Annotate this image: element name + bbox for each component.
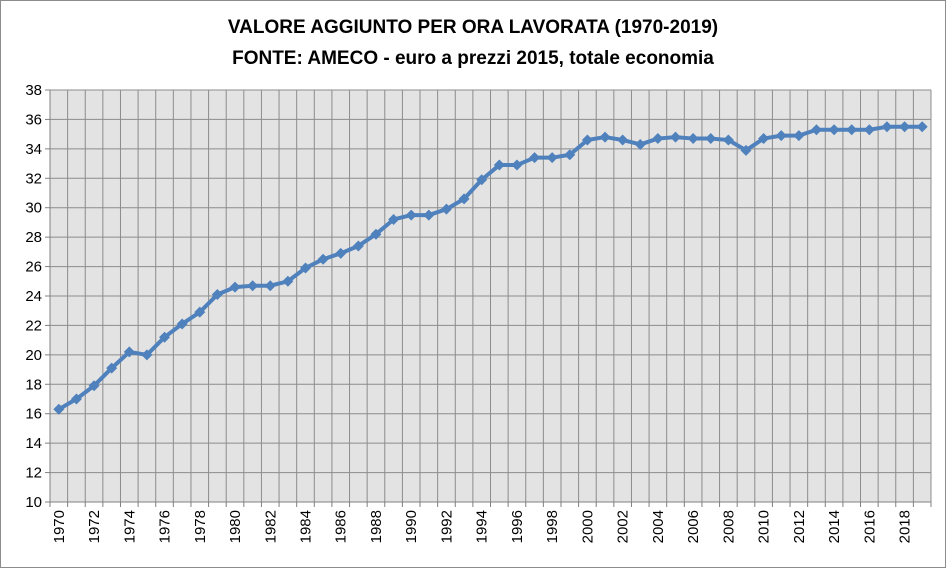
y-tick-label: 20 <box>25 347 42 364</box>
data-point-marker <box>53 403 65 415</box>
y-tick-label: 38 <box>25 82 42 99</box>
data-point-marker <box>687 133 699 145</box>
y-tick-label: 10 <box>25 494 42 511</box>
data-point-marker <box>617 134 629 146</box>
data-point-marker <box>282 275 294 287</box>
x-tick-label: 1988 <box>368 510 385 543</box>
x-tick-label: 1974 <box>121 510 138 543</box>
data-point-marker <box>141 349 153 361</box>
data-point-marker <box>211 289 223 301</box>
x-tick-label: 2000 <box>579 510 596 543</box>
data-point-marker <box>264 280 276 292</box>
data-point-marker <box>106 362 118 374</box>
data-point-marker <box>247 280 259 292</box>
y-tick-label: 22 <box>25 317 42 334</box>
x-tick-label: 1982 <box>262 510 279 543</box>
data-point-marker <box>229 281 241 293</box>
x-tick-label: 1980 <box>227 510 244 543</box>
data-point-marker <box>722 134 734 146</box>
x-tick-label: 1990 <box>403 510 420 543</box>
data-point-marker <box>881 121 893 133</box>
chart-title: VALORE AGGIUNTO PER ORA LAVORATA (1970-2… <box>228 17 718 38</box>
data-point-marker <box>916 121 928 133</box>
x-tick-label: 2014 <box>826 510 843 543</box>
data-point-marker <box>546 152 558 164</box>
x-tick-label: 1994 <box>474 510 491 543</box>
data-point-marker <box>70 393 82 405</box>
data-point-marker <box>194 306 206 318</box>
x-tick-label: 1992 <box>438 510 455 543</box>
series-values <box>53 121 928 415</box>
chart-subtitle: FONTE: AMECO - euro a prezzi 2015, total… <box>232 48 714 69</box>
data-point-marker <box>88 380 100 392</box>
data-point-marker <box>564 149 576 161</box>
x-tick-labels: 1970 1972 1974 1976 1978 1980 1982 1984 1986 1988… <box>51 510 914 543</box>
data-point-marker <box>493 159 505 171</box>
data-point-marker <box>299 262 311 274</box>
data-point-marker <box>405 209 417 221</box>
data-point-marker <box>863 124 875 136</box>
x-tick-label: 2002 <box>615 510 632 543</box>
data-point-marker <box>670 131 682 143</box>
x-tick-label: 2008 <box>720 510 737 543</box>
y-tick-label: 16 <box>25 406 42 423</box>
x-tick-label: 2006 <box>685 510 702 543</box>
x-tick-label: 1976 <box>157 510 174 543</box>
data-point-marker <box>810 124 822 136</box>
x-tick-label: 1972 <box>86 510 103 543</box>
data-point-marker <box>634 138 646 150</box>
x-tick-label: 2016 <box>861 510 878 543</box>
x-tick-label: 1986 <box>333 510 350 543</box>
data-point-marker <box>159 331 171 343</box>
data-point-marker <box>335 247 347 259</box>
x-tick-label: 2004 <box>650 510 667 543</box>
data-point-marker <box>775 130 787 142</box>
data-point-marker <box>652 133 664 145</box>
data-point-marker <box>458 193 470 205</box>
data-point-marker <box>123 346 135 358</box>
grid-lines <box>50 89 932 502</box>
y-tick-label: 18 <box>25 376 42 393</box>
y-tick-label: 24 <box>25 288 42 305</box>
y-tick-label: 32 <box>25 170 42 187</box>
y-tick-label: 14 <box>25 435 42 452</box>
data-point-marker <box>581 134 593 146</box>
y-tick-label: 30 <box>25 200 42 217</box>
y-tick-label: 28 <box>25 229 42 246</box>
data-point-marker <box>476 174 488 186</box>
y-tick-labels: 10 12 14 16 18 20 22 24 26 28 30 32 34 36 38 <box>25 82 42 511</box>
x-tick-label: 2018 <box>897 510 914 543</box>
data-point-marker <box>599 131 611 143</box>
data-point-marker <box>352 240 364 252</box>
data-point-marker <box>370 228 382 240</box>
data-point-marker <box>388 213 400 225</box>
data-point-marker <box>828 124 840 136</box>
data-point-marker <box>740 144 752 156</box>
data-point-marker <box>846 124 858 136</box>
data-point-marker <box>793 130 805 142</box>
y-tick-label: 36 <box>25 111 42 128</box>
x-tick-label: 1970 <box>51 510 68 543</box>
x-tick-label: 1998 <box>544 510 561 543</box>
y-tick-label: 26 <box>25 259 42 276</box>
data-point-marker <box>511 159 523 171</box>
x-tick-label: 1996 <box>509 510 526 543</box>
y-tick-label: 34 <box>25 141 42 158</box>
x-tick-label: 2010 <box>756 510 773 543</box>
data-point-marker <box>176 318 188 330</box>
axes <box>45 89 932 507</box>
y-tick-label: 12 <box>25 465 42 482</box>
data-point-marker <box>705 133 717 145</box>
data-point-marker <box>317 253 329 265</box>
data-point-marker <box>529 152 541 164</box>
x-tick-label: 1984 <box>297 510 314 543</box>
data-point-marker <box>423 209 435 221</box>
x-tick-label: 1978 <box>192 510 209 543</box>
data-point-marker <box>899 121 911 133</box>
x-tick-label: 2012 <box>791 510 808 543</box>
data-point-marker <box>758 133 770 145</box>
data-point-marker <box>440 203 452 215</box>
